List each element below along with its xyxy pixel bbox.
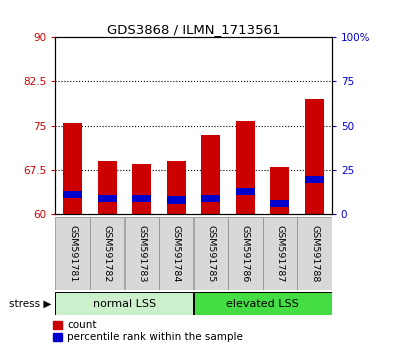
FancyBboxPatch shape	[228, 217, 263, 290]
FancyBboxPatch shape	[159, 217, 194, 290]
Text: normal LSS: normal LSS	[93, 298, 156, 309]
Text: elevated LSS: elevated LSS	[226, 298, 299, 309]
Bar	[201, 195, 220, 202]
Text: stress ▶: stress ▶	[9, 298, 51, 309]
Text: GSM591784: GSM591784	[172, 225, 181, 282]
Text: GSM591787: GSM591787	[275, 225, 284, 282]
Legend: count, percentile rank within the sample: count, percentile rank within the sample	[53, 320, 243, 342]
FancyBboxPatch shape	[297, 217, 332, 290]
FancyBboxPatch shape	[90, 217, 124, 290]
Bar	[305, 176, 324, 183]
Bar	[63, 190, 82, 198]
Title: GDS3868 / ILMN_1713561: GDS3868 / ILMN_1713561	[107, 23, 280, 36]
FancyBboxPatch shape	[55, 292, 194, 315]
FancyBboxPatch shape	[194, 292, 332, 315]
Bar	[132, 164, 151, 214]
Bar	[167, 161, 186, 214]
Bar	[271, 200, 290, 207]
FancyBboxPatch shape	[55, 217, 90, 290]
Text: GSM591786: GSM591786	[241, 225, 250, 282]
Bar	[305, 99, 324, 214]
Bar	[98, 195, 117, 202]
Text: GSM591783: GSM591783	[137, 225, 146, 282]
FancyBboxPatch shape	[194, 217, 228, 290]
Bar	[132, 195, 151, 202]
Bar	[201, 135, 220, 214]
FancyBboxPatch shape	[263, 217, 297, 290]
Text: GSM591781: GSM591781	[68, 225, 77, 282]
FancyBboxPatch shape	[124, 217, 159, 290]
Text: GSM591785: GSM591785	[206, 225, 215, 282]
Bar	[236, 188, 255, 195]
Bar	[167, 196, 186, 204]
Bar	[236, 121, 255, 214]
Text: GSM591788: GSM591788	[310, 225, 319, 282]
Bar	[63, 123, 82, 214]
Text: GSM591782: GSM591782	[103, 225, 112, 282]
Bar	[271, 167, 290, 214]
Bar	[98, 161, 117, 214]
